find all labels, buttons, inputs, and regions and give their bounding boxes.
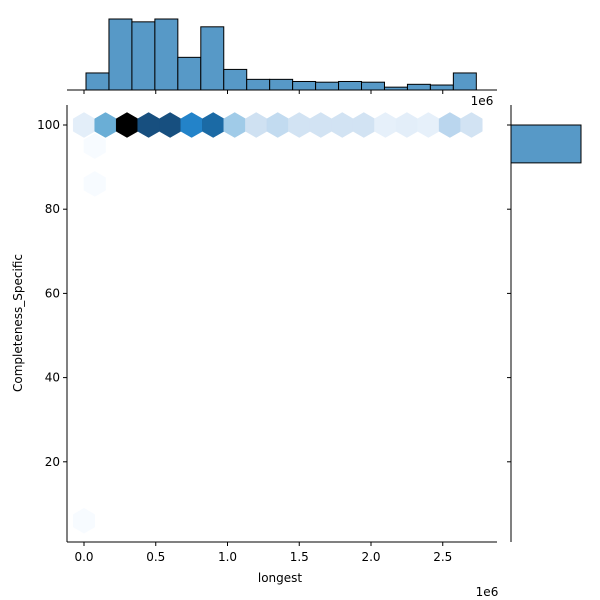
hexbin-cell <box>115 112 139 138</box>
y-tick-label: 40 <box>45 371 60 385</box>
x-tick-label: 0.5 <box>146 550 165 564</box>
top-histogram-bar <box>246 78 271 91</box>
right-histogram-bar <box>510 124 582 164</box>
top-histogram-bar <box>269 78 294 91</box>
top-histogram-bar <box>429 84 454 91</box>
x-tick-label: 0.0 <box>74 550 93 564</box>
hexbin-cell <box>180 112 203 138</box>
top-histogram-bar <box>406 83 431 91</box>
hexbin-cell <box>245 112 268 138</box>
x-axis-ticks: 0.0 0.5 1.0 1.5 2.0 2.5 <box>74 542 452 564</box>
hexbin-cell <box>395 112 418 138</box>
top-histogram-bar <box>292 80 317 91</box>
hexbin-cell <box>94 112 117 138</box>
hexbin-cell <box>202 112 225 138</box>
hexbin-cell <box>266 112 289 138</box>
hexbin-cell <box>374 112 397 138</box>
top-histogram-bar <box>452 72 477 91</box>
hexbin-cell <box>137 112 160 138</box>
y-tick-label: 60 <box>45 286 60 300</box>
top-histogram-bar <box>108 18 133 91</box>
top-histogram-bar <box>223 68 248 91</box>
hexbin-cell <box>83 171 106 197</box>
hexbin-cell <box>288 112 311 138</box>
x-tick-label: 1.0 <box>218 550 237 564</box>
hexbin-cell <box>438 112 462 138</box>
top-offset-label: 1e6 <box>471 94 494 108</box>
hexbin-cell <box>72 112 96 138</box>
top-histogram-bar <box>85 72 110 91</box>
top-histogram-bar <box>177 56 202 91</box>
y-axis-ticks: 20 40 60 80 100 <box>37 118 67 469</box>
hexbin-cell <box>352 112 375 138</box>
x-tick-label: 2.5 <box>433 550 452 564</box>
hexbin-cells <box>72 112 483 534</box>
hexbin-cell <box>331 112 354 138</box>
y-axis-label: Completeness_Specific <box>11 254 25 392</box>
y-tick-label: 20 <box>45 455 60 469</box>
hexbin-cell <box>417 112 440 138</box>
hexbin-cell <box>460 112 483 138</box>
top-histogram-bar <box>131 21 156 91</box>
y-tick-label: 80 <box>45 202 60 216</box>
y-tick-label: 100 <box>37 118 60 132</box>
top-histogram-bar <box>361 81 385 91</box>
top-histogram-bar <box>338 80 363 91</box>
x-axis-offset-label: 1e6 <box>476 585 499 599</box>
hexbin-cell <box>159 112 182 138</box>
x-tick-label: 1.5 <box>290 550 309 564</box>
hexbin-cell <box>309 112 332 138</box>
hexbin-cell <box>223 112 246 138</box>
x-tick-label: 2.0 <box>361 550 380 564</box>
top-marginal-histogram <box>85 18 477 91</box>
hexbin-cell <box>83 133 106 159</box>
top-histogram-bar <box>200 26 225 91</box>
x-axis-label: longest <box>258 571 303 585</box>
hexbin-cell <box>72 507 96 534</box>
right-marginal-ticks <box>507 124 511 463</box>
top-marginal-ticks <box>83 90 444 94</box>
top-histogram-bar <box>154 18 179 91</box>
right-marginal-histogram <box>510 124 582 164</box>
top-histogram-bar <box>315 81 340 91</box>
